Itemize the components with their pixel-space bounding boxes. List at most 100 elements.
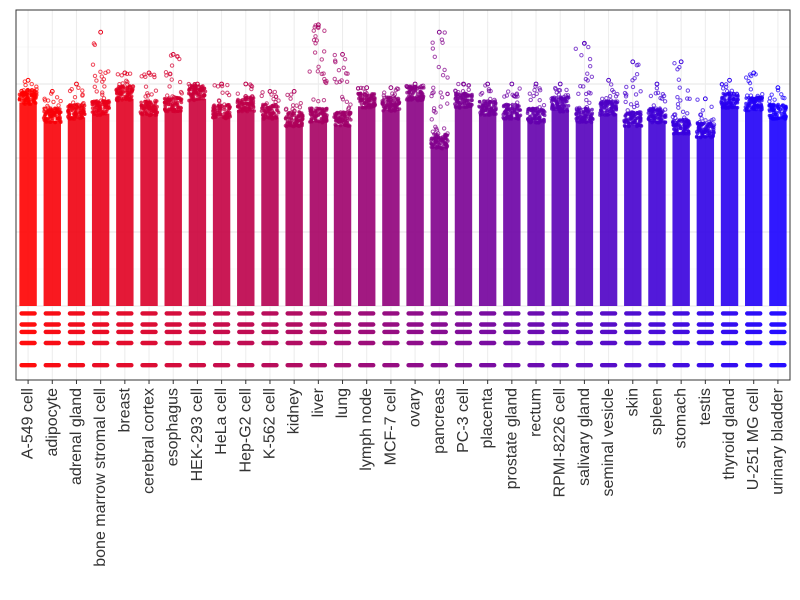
data-point bbox=[259, 109, 264, 113]
data-point-max bbox=[412, 81, 418, 87]
category-points bbox=[211, 81, 233, 368]
data-point-band bbox=[91, 311, 110, 316]
data-point-outlier bbox=[541, 102, 547, 108]
category-points bbox=[162, 52, 185, 368]
data-point-outlier bbox=[348, 102, 353, 107]
data-point-band bbox=[309, 329, 328, 335]
data-point-max bbox=[557, 81, 563, 87]
data-point-outlier bbox=[235, 91, 240, 96]
data-point bbox=[776, 102, 781, 107]
data-point bbox=[263, 113, 268, 118]
data-point-band bbox=[261, 329, 279, 335]
data-point bbox=[265, 110, 270, 114]
data-point-band bbox=[406, 322, 424, 327]
data-point bbox=[347, 110, 352, 115]
data-point bbox=[372, 96, 377, 100]
x-tick-label: Hep-G2 cell bbox=[237, 388, 254, 472]
data-point bbox=[66, 104, 70, 109]
data-point-outlier bbox=[466, 83, 471, 88]
data-point-outlier bbox=[531, 93, 536, 99]
data-point-outlier bbox=[21, 88, 26, 93]
data-point-outlier bbox=[273, 94, 279, 100]
data-point bbox=[99, 112, 103, 116]
data-point-outlier bbox=[577, 105, 582, 111]
data-point bbox=[366, 103, 370, 108]
category-points bbox=[17, 77, 39, 368]
data-point bbox=[274, 108, 279, 112]
data-point bbox=[433, 139, 438, 144]
data-point bbox=[625, 111, 630, 116]
data-point bbox=[612, 112, 617, 117]
data-point-band bbox=[624, 340, 642, 346]
data-point bbox=[410, 91, 415, 96]
data-point bbox=[600, 112, 605, 117]
data-point bbox=[46, 116, 50, 121]
data-point-outlier bbox=[697, 119, 702, 125]
data-point-outlier bbox=[658, 95, 663, 101]
data-point-band bbox=[454, 329, 473, 335]
data-point bbox=[369, 94, 374, 99]
data-point-outlier bbox=[217, 102, 222, 108]
data-point-outlier bbox=[754, 96, 759, 101]
data-point bbox=[711, 131, 716, 136]
data-point-body bbox=[285, 124, 303, 306]
data-point bbox=[784, 114, 788, 119]
data-point-outlier bbox=[19, 88, 24, 94]
data-point bbox=[683, 131, 687, 136]
data-point-outlier bbox=[145, 93, 151, 98]
data-point-body bbox=[116, 98, 134, 306]
data-point bbox=[386, 98, 390, 102]
data-point bbox=[542, 110, 547, 114]
data-point bbox=[316, 119, 321, 123]
data-point-outlier bbox=[316, 98, 321, 104]
data-point bbox=[166, 97, 171, 102]
data-point bbox=[493, 108, 498, 112]
data-point-outlier bbox=[431, 106, 437, 111]
data-point-outlier bbox=[143, 74, 148, 79]
data-point-outlier bbox=[537, 105, 542, 110]
data-point-max bbox=[219, 81, 224, 87]
x-tick-label: lung bbox=[334, 388, 351, 418]
data-point bbox=[384, 103, 389, 107]
data-point bbox=[420, 98, 425, 102]
data-point-outlier bbox=[222, 102, 227, 107]
data-point-band bbox=[140, 340, 158, 346]
data-point bbox=[341, 117, 345, 122]
data-point-band bbox=[188, 311, 207, 316]
data-point bbox=[192, 90, 197, 95]
data-point bbox=[367, 97, 371, 102]
data-point-outlier bbox=[709, 104, 714, 110]
data-point-max bbox=[267, 89, 273, 94]
data-point-band bbox=[188, 322, 207, 327]
category-points bbox=[622, 59, 644, 368]
data-point-outlier bbox=[92, 84, 97, 90]
data-point-outlier bbox=[145, 91, 150, 96]
data-point-outlier bbox=[700, 108, 705, 113]
data-point bbox=[735, 105, 740, 110]
data-point-band bbox=[599, 363, 618, 368]
data-point-outlier bbox=[316, 64, 321, 70]
data-point-outlier bbox=[142, 72, 147, 77]
data-point-outlier bbox=[744, 93, 750, 98]
data-point bbox=[503, 112, 508, 116]
data-point-outlier bbox=[291, 111, 296, 116]
data-point-outlier bbox=[128, 85, 133, 90]
data-point-outlier bbox=[382, 95, 387, 100]
data-point-outlier bbox=[345, 71, 350, 76]
data-point-band bbox=[575, 329, 594, 335]
data-point-outlier bbox=[488, 96, 493, 102]
data-point bbox=[314, 113, 319, 118]
data-point-band bbox=[696, 340, 715, 346]
data-point-band bbox=[91, 329, 110, 335]
data-point bbox=[187, 98, 191, 103]
x-tick-label: bone marrow stromal cell bbox=[92, 388, 109, 567]
data-point-band bbox=[430, 311, 448, 316]
data-point-outlier bbox=[611, 89, 616, 95]
data-point bbox=[163, 103, 167, 107]
data-point-outlier bbox=[34, 87, 39, 92]
data-point bbox=[79, 112, 84, 117]
x-tick-label: esophagus bbox=[165, 388, 182, 466]
data-point-body bbox=[454, 106, 473, 306]
data-point-max bbox=[582, 40, 587, 46]
